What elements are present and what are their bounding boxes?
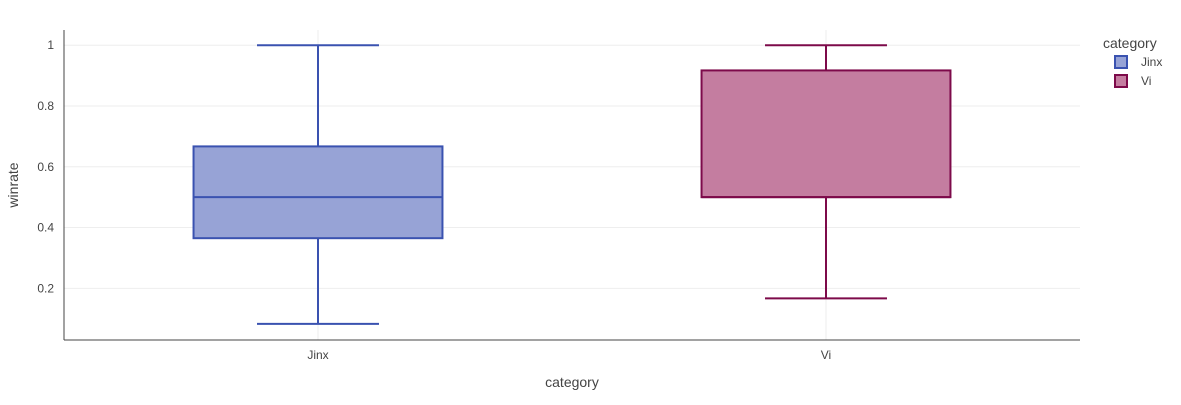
x-tick-label: Vi: [821, 348, 831, 362]
axes: [63, 30, 1080, 341]
legend-label: Vi: [1141, 74, 1151, 88]
y-tick-label: 1: [47, 38, 54, 52]
box-series: [192, 44, 952, 325]
x-tick-labels: Jinx Vi: [307, 348, 831, 362]
iqr-box: [700, 69, 952, 199]
box-jinx[interactable]: [192, 44, 444, 325]
legend-title: category: [1103, 35, 1157, 51]
y-tick-label: 0.6: [37, 160, 54, 174]
legend[interactable]: Jinx Vi: [1114, 55, 1162, 88]
y-axis-title: winrate: [5, 162, 21, 208]
legend-item-jinx[interactable]: Jinx: [1114, 55, 1162, 69]
y-tick-label: 0.8: [37, 99, 54, 113]
legend-label: Jinx: [1141, 55, 1162, 69]
x-axis-title: category: [545, 374, 599, 390]
legend-swatch: [1114, 55, 1128, 69]
iqr-box: [192, 145, 444, 240]
y-tick-label: 0.4: [37, 221, 54, 235]
box-vi[interactable]: [700, 44, 952, 300]
y-tick-label: 0.2: [37, 281, 54, 295]
legend-item-vi[interactable]: Vi: [1114, 74, 1151, 88]
y-tick-labels: 0.2 0.4 0.6 0.8 1: [37, 38, 54, 295]
legend-swatch: [1114, 74, 1128, 88]
x-tick-label: Jinx: [307, 348, 328, 362]
